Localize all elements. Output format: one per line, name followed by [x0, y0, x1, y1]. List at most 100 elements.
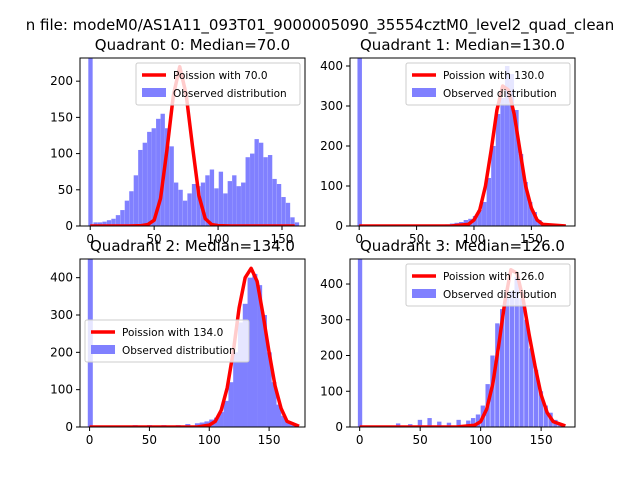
x-tick-label: 0: [86, 433, 94, 447]
x-tick-label: 100: [463, 232, 486, 246]
histogram-bar: [491, 146, 496, 226]
histogram-bar: [129, 191, 134, 226]
histogram-bar: [236, 186, 241, 226]
y-tick-label: 100: [50, 383, 73, 397]
legend-observed-swatch: [142, 88, 166, 97]
histogram-bar: [263, 157, 268, 226]
subplot-quadrant-2: 0 50 100 150 0 100 200 300 400 Quadrant 2: Median…: [50, 237, 306, 447]
histogram-bar: [242, 303, 248, 427]
histogram-bar: [237, 322, 244, 427]
histogram-bar: [196, 186, 201, 226]
histogram-bar: [194, 423, 200, 427]
x-tick-label: 0: [355, 232, 363, 246]
histogram-bar: [209, 169, 215, 226]
y-tick-label: 200: [320, 349, 343, 363]
subplot-quadrant-1: 0 50 100 150 0 100 200 300 400 Quadrant 1: Median…: [320, 36, 576, 246]
histogram-bar: [504, 298, 510, 427]
histogram-bar: [111, 218, 116, 226]
histogram-bar: [470, 418, 476, 427]
histogram-bar: [272, 178, 277, 226]
y-tick-label: 0: [65, 219, 73, 233]
histogram-bar: [214, 188, 219, 226]
histogram-bar: [266, 352, 272, 427]
y-tick-label: 200: [50, 345, 73, 359]
histogram-bar: [514, 110, 519, 226]
histogram-bar: [165, 128, 170, 226]
histogram-bar: [437, 421, 442, 427]
y-tick-label: 100: [320, 384, 343, 398]
histogram-bar: [182, 200, 188, 226]
x-tick-label: 0: [86, 232, 94, 246]
histogram-bar: [281, 197, 286, 226]
histogram-bar: [543, 405, 548, 427]
legend-poisson-label: Poission with 130.0: [443, 70, 544, 82]
histogram-bar: [187, 193, 192, 226]
figure-title: n file: modeM0/AS1A11_093T01_9000005090_…: [26, 16, 615, 35]
histogram-bar: [252, 273, 258, 427]
legend-observed-label: Observed distribution: [173, 88, 287, 100]
histogram-bar: [93, 222, 98, 226]
plot-area: [357, 259, 566, 427]
legend-poisson-label: Poission with 126.0: [443, 271, 544, 283]
histogram-bar: [495, 114, 501, 226]
axes-frame: [349, 57, 576, 227]
histogram-bar: [261, 315, 267, 427]
histogram-bar: [271, 382, 277, 427]
histogram-bar: [482, 202, 487, 226]
subplot-title: Quadrant 3: Median=126.0: [360, 237, 565, 255]
histogram-bar: [495, 323, 500, 427]
histogram-bar: [504, 66, 510, 226]
histogram-bar: [254, 139, 259, 226]
legend-observed-label: Observed distribution: [443, 289, 557, 301]
histogram-bar: [223, 193, 228, 226]
legend-box: [405, 263, 571, 307]
x-tick-label: 150: [530, 433, 553, 447]
histogram-bar: [285, 422, 291, 427]
histogram-bar: [285, 202, 291, 226]
histogram-bar: [120, 210, 125, 226]
histogram-bar: [529, 348, 534, 427]
x-tick-label: 50: [409, 232, 424, 246]
histogram-bar: [191, 184, 197, 226]
histogram-bar: [477, 210, 482, 226]
histogram-bar: [257, 285, 263, 427]
legend-poisson-label: Poission with 70.0: [173, 70, 268, 82]
y-tick-label: 400: [50, 271, 73, 285]
histogram-bar: [223, 400, 229, 427]
y-tick-label: 150: [50, 110, 73, 124]
y-tick-label: 50: [58, 183, 73, 197]
x-tick-label: 50: [142, 433, 157, 447]
legend-box: [135, 62, 301, 106]
histogram-bar: [417, 419, 423, 427]
histogram-bar: [156, 118, 161, 226]
histogram-bar: [250, 153, 255, 226]
histogram-bar: [258, 142, 264, 226]
y-tick-label: 0: [335, 420, 343, 434]
legend: Poission with 70.0 Observed distribution: [135, 62, 301, 106]
legend-observed-label: Observed distribution: [122, 345, 236, 357]
histogram-bar: [538, 391, 544, 427]
plot-area: [88, 58, 300, 226]
histogram-bar: [102, 221, 107, 226]
x-tick-label: 50: [413, 433, 428, 447]
histogram-bar: [173, 182, 179, 226]
axes-frame: [79, 57, 306, 227]
y-tick-label: 200: [320, 139, 343, 153]
histogram-bar: [290, 217, 295, 226]
legend-poisson-label: Poission with 134.0: [122, 327, 223, 339]
subplot-title: Quadrant 1: Median=130.0: [360, 36, 565, 54]
histogram-bar: [357, 259, 363, 427]
y-tick-label: 0: [335, 219, 343, 233]
histogram-bar: [218, 412, 224, 427]
histogram-bar: [245, 157, 250, 226]
histogram-bar: [218, 171, 224, 226]
histogram-bar: [514, 276, 519, 427]
histogram-bar: [475, 414, 481, 427]
x-tick-label: 150: [258, 433, 281, 447]
subplot-title: Quadrant 0: Median=70.0: [95, 36, 290, 54]
histogram-bar: [533, 369, 539, 427]
histogram-bar: [523, 182, 528, 226]
y-tick-label: 200: [50, 74, 73, 88]
histogram-bar: [524, 319, 529, 427]
histogram-bar: [138, 149, 143, 226]
